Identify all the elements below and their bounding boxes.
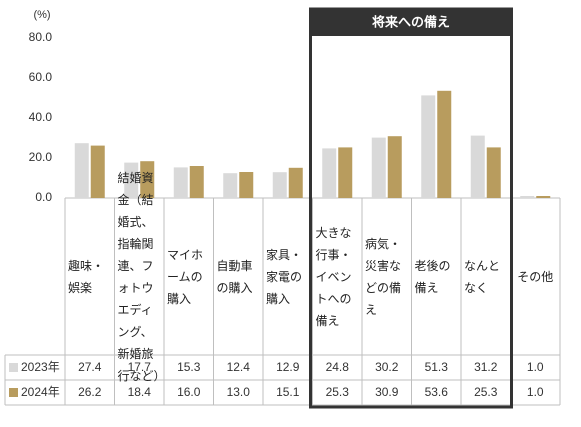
table-value: 31.2: [474, 360, 498, 374]
category-label: その他: [517, 269, 554, 284]
bar: [288, 167, 303, 198]
bar: [272, 172, 287, 198]
bar: [421, 95, 436, 198]
bar: [486, 147, 501, 198]
bar: [520, 196, 535, 198]
table-value: 12.4: [227, 360, 251, 374]
y-tick-label: 60.0: [29, 70, 53, 84]
bar: [322, 148, 337, 198]
table-value: 17.7: [128, 360, 152, 374]
y-tick-label: 40.0: [29, 110, 53, 124]
category-label: なんとなく: [464, 258, 501, 295]
bar: [189, 166, 204, 198]
bar: [90, 145, 105, 198]
y-tick-label: 0.0: [35, 190, 52, 204]
table-value: 53.6: [425, 385, 449, 399]
table-value: 1.0: [527, 360, 544, 374]
table-value: 1.0: [527, 385, 544, 399]
table-value: 13.0: [227, 385, 251, 399]
category-label: 趣味・娯楽: [68, 258, 105, 295]
bar: [387, 136, 402, 198]
annotation: 将来への備え: [372, 14, 450, 29]
category-label: 老後の備え: [414, 258, 451, 295]
table-value: 16.0: [177, 385, 201, 399]
bar: [536, 196, 551, 198]
legend-label: 2023年: [21, 360, 60, 374]
bar: [470, 135, 485, 198]
bar: [173, 167, 188, 198]
legend-swatch: [9, 388, 18, 397]
table-value: 12.9: [276, 360, 300, 374]
y-tick-label: 80.0: [29, 30, 53, 44]
category-label: 大きな行事・イベントへの備え: [315, 225, 352, 328]
table-value: 30.9: [375, 385, 399, 399]
table-value: 15.3: [177, 360, 201, 374]
legend-swatch: [9, 363, 18, 372]
table-value: 15.1: [276, 385, 300, 399]
table-value: 25.3: [474, 385, 498, 399]
bar: [437, 90, 452, 198]
unit-label: (%): [33, 9, 50, 21]
legend-label: 2024年: [21, 385, 60, 399]
bar: [239, 172, 254, 198]
category-label: 結婚資金（結婚式、指輪関連、フォトウエディング、新婚旅行など）: [117, 170, 166, 383]
table-value: 51.3: [425, 360, 449, 374]
table-value: 26.2: [78, 385, 102, 399]
y-tick-label: 20.0: [29, 150, 53, 164]
category-label: マイホームの購入: [167, 247, 204, 306]
bar: [124, 162, 139, 198]
table-value: 25.3: [326, 385, 350, 399]
table-value: 27.4: [78, 360, 102, 374]
bar: [338, 147, 353, 198]
category-label: 自動車の購入: [216, 258, 253, 295]
table-value: 18.4: [128, 385, 152, 399]
bar: [140, 161, 155, 198]
bar: [223, 173, 238, 198]
category-label: 家具・家電の購入: [266, 247, 303, 306]
bar: [74, 143, 89, 198]
highlight-header: [310, 9, 512, 36]
category-label: 病気・災害などの備え: [365, 236, 402, 317]
bar: [371, 137, 386, 198]
table-value: 30.2: [375, 360, 399, 374]
table-value: 24.8: [326, 360, 350, 374]
